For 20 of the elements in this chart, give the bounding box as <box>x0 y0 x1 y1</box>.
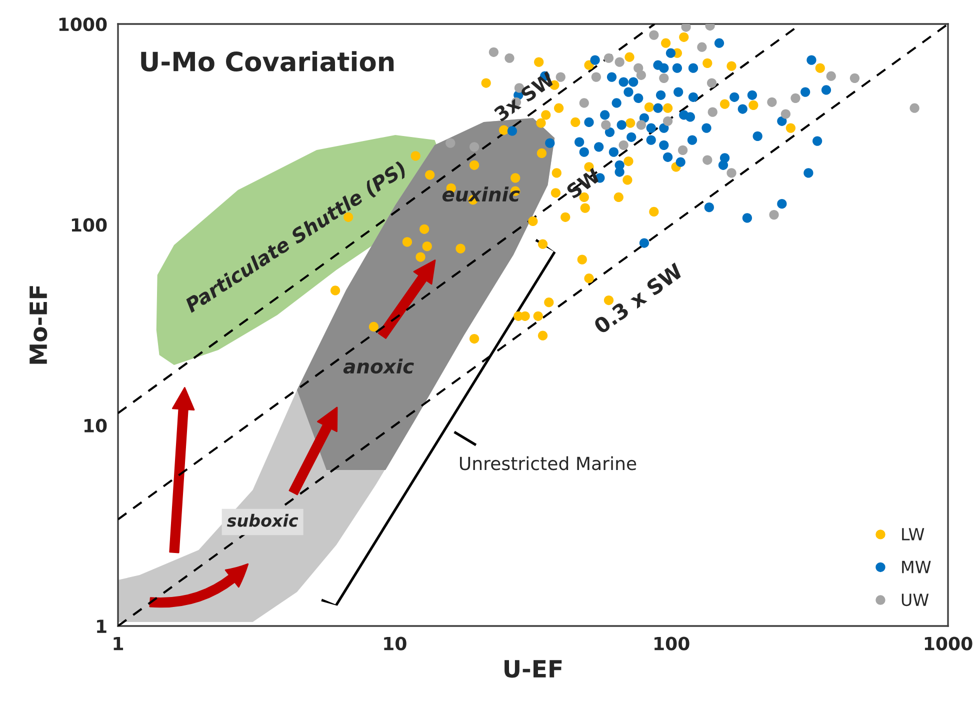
x-tick-label: 100 <box>654 636 690 650</box>
x-tick-label: 1000 <box>924 636 972 650</box>
text: U-Mo Covariation <box>141 51 394 72</box>
legend-label: MW <box>902 560 931 574</box>
y-tick-label: 10 <box>84 418 107 432</box>
annotation: anoxic <box>343 358 414 374</box>
y-tick-label: 1000 <box>59 17 107 32</box>
annotation: 0.3 x SW <box>592 262 684 335</box>
x-axis-title: U-EF <box>504 660 562 678</box>
x-tick-label: 10 <box>384 636 406 650</box>
annotation: suboxic <box>226 514 298 527</box>
legend-label: LW <box>902 528 924 540</box>
y-axis-title: Mo-EF <box>30 286 48 364</box>
legend-label: UW <box>902 594 929 606</box>
annotation: SW <box>566 168 602 200</box>
y-tick-label: 1 <box>97 620 106 633</box>
y-tick-label: 100 <box>72 218 107 232</box>
annotation: Unrestricted Marine <box>460 456 636 470</box>
x-tick-label: 1 <box>114 636 124 650</box>
annotation: 3x SW <box>493 70 556 122</box>
